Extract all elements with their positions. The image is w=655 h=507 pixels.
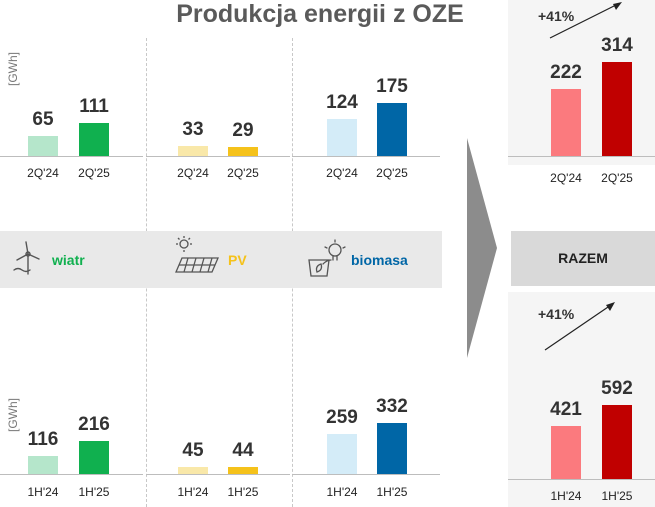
wind-turbine-icon (13, 241, 40, 275)
growth-arrow-top (549, 2, 622, 39)
chart-6-category-label-1: 1H'25 (376, 485, 408, 499)
chart-1-baseline (146, 156, 290, 157)
chart-2-bar-0 (327, 119, 357, 156)
chart-7-baseline (508, 479, 655, 480)
unit-label-top: [GWh] (6, 51, 20, 86)
chart-3-bar-1 (602, 62, 632, 156)
chart-1-category-label-1: 2Q'25 (227, 166, 259, 180)
chart-0-value-label-1: 111 (79, 96, 109, 117)
chart-1-bar-1 (228, 147, 258, 156)
chart-6-category-label-0: 1H'24 (326, 485, 358, 499)
chart-6-value-label-0: 259 (326, 407, 358, 428)
growth-arrow-bottom (544, 302, 615, 351)
chart-6-bar-0 (327, 434, 357, 474)
chart-5-category-label-1: 1H'25 (227, 485, 259, 499)
chart-5-value-label-0: 45 (182, 440, 204, 461)
wind-label: wiatr (52, 252, 85, 268)
technology-band (0, 231, 442, 288)
chart-0-value-label-0: 65 (32, 109, 54, 130)
chart-1-value-label-1: 29 (232, 120, 254, 141)
chart-2-bar-1 (377, 103, 407, 156)
chart-7-value-label-1: 592 (601, 378, 633, 399)
unit-label-bottom: [GWh] (6, 397, 20, 432)
chart-7-bar-1 (602, 405, 632, 479)
chart-3-value-label-0: 222 (550, 62, 582, 83)
chart-2-category-label-0: 2Q'24 (326, 166, 358, 180)
chart-5-bar-0 (178, 467, 208, 474)
pv-label: PV (228, 252, 247, 268)
chart-1-value-label-0: 33 (182, 119, 204, 140)
total-label-box: RAZEM (511, 231, 655, 286)
chart-1-bar-0 (178, 146, 208, 156)
chart-0-bar-1 (79, 123, 109, 156)
growth-label-top: +41% (538, 8, 575, 24)
chart-5-baseline (146, 474, 290, 475)
arrow-right-icon (467, 138, 497, 358)
biomass-label: biomasa (351, 252, 408, 268)
chart-3-baseline (508, 156, 655, 157)
chart-5-bar-1 (228, 467, 258, 474)
chart-2-value-label-0: 124 (326, 92, 358, 113)
chart-0-category-label-1: 2Q'25 (78, 166, 110, 180)
chart-2-baseline (292, 156, 440, 157)
chart-4-baseline (0, 474, 143, 475)
chart-0-category-label-0: 2Q'24 (27, 166, 59, 180)
chart-6-value-label-1: 332 (376, 396, 408, 417)
chart-4-bar-1 (79, 441, 109, 474)
chart-3-bar-0 (551, 89, 581, 156)
chart-3-category-label-1: 2Q'25 (601, 171, 633, 185)
chart-5-value-label-1: 44 (232, 440, 254, 461)
chart-2-value-label-1: 175 (376, 76, 408, 97)
chart-2-category-label-1: 2Q'25 (376, 166, 408, 180)
chart-0-bar-0 (28, 136, 58, 156)
chart-3-category-label-0: 2Q'24 (550, 171, 582, 185)
chart-4-category-label-1: 1H'25 (78, 485, 110, 499)
chart-7-category-label-1: 1H'25 (601, 489, 633, 503)
chart-0-baseline (0, 156, 143, 157)
page-title: Produkcja energii z OZE (176, 0, 464, 28)
chart-7-category-label-0: 1H'24 (550, 489, 582, 503)
chart-5-category-label-0: 1H'24 (177, 485, 209, 499)
biomass-icon (308, 239, 346, 277)
chart-4-category-label-0: 1H'24 (27, 485, 59, 499)
chart-6-bar-1 (377, 423, 407, 474)
chart-4-bar-0 (28, 456, 58, 474)
chart-6-baseline (292, 474, 440, 475)
chart-3-value-label-1: 314 (601, 35, 633, 56)
chart-4-value-label-1: 216 (78, 414, 110, 435)
solar-panel-icon (175, 236, 219, 273)
growth-label-bottom: +41% (538, 306, 575, 322)
chart-1-category-label-0: 2Q'24 (177, 166, 209, 180)
chart-7-value-label-0: 421 (550, 399, 582, 420)
chart-7-bar-0 (551, 426, 581, 479)
chart-4-value-label-0: 116 (27, 429, 59, 450)
